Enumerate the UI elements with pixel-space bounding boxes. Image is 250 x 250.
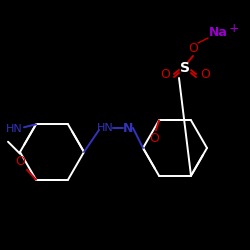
- Text: Na: Na: [208, 26, 228, 40]
- Text: +: +: [229, 22, 239, 35]
- Text: S: S: [180, 61, 190, 75]
- Text: N: N: [123, 122, 133, 134]
- Text: O: O: [160, 68, 170, 82]
- Text: HN: HN: [6, 124, 22, 134]
- Text: O: O: [188, 42, 198, 54]
- Text: O: O: [149, 132, 159, 145]
- Text: O: O: [15, 155, 25, 168]
- Text: HN: HN: [96, 123, 114, 133]
- Text: O: O: [200, 68, 210, 82]
